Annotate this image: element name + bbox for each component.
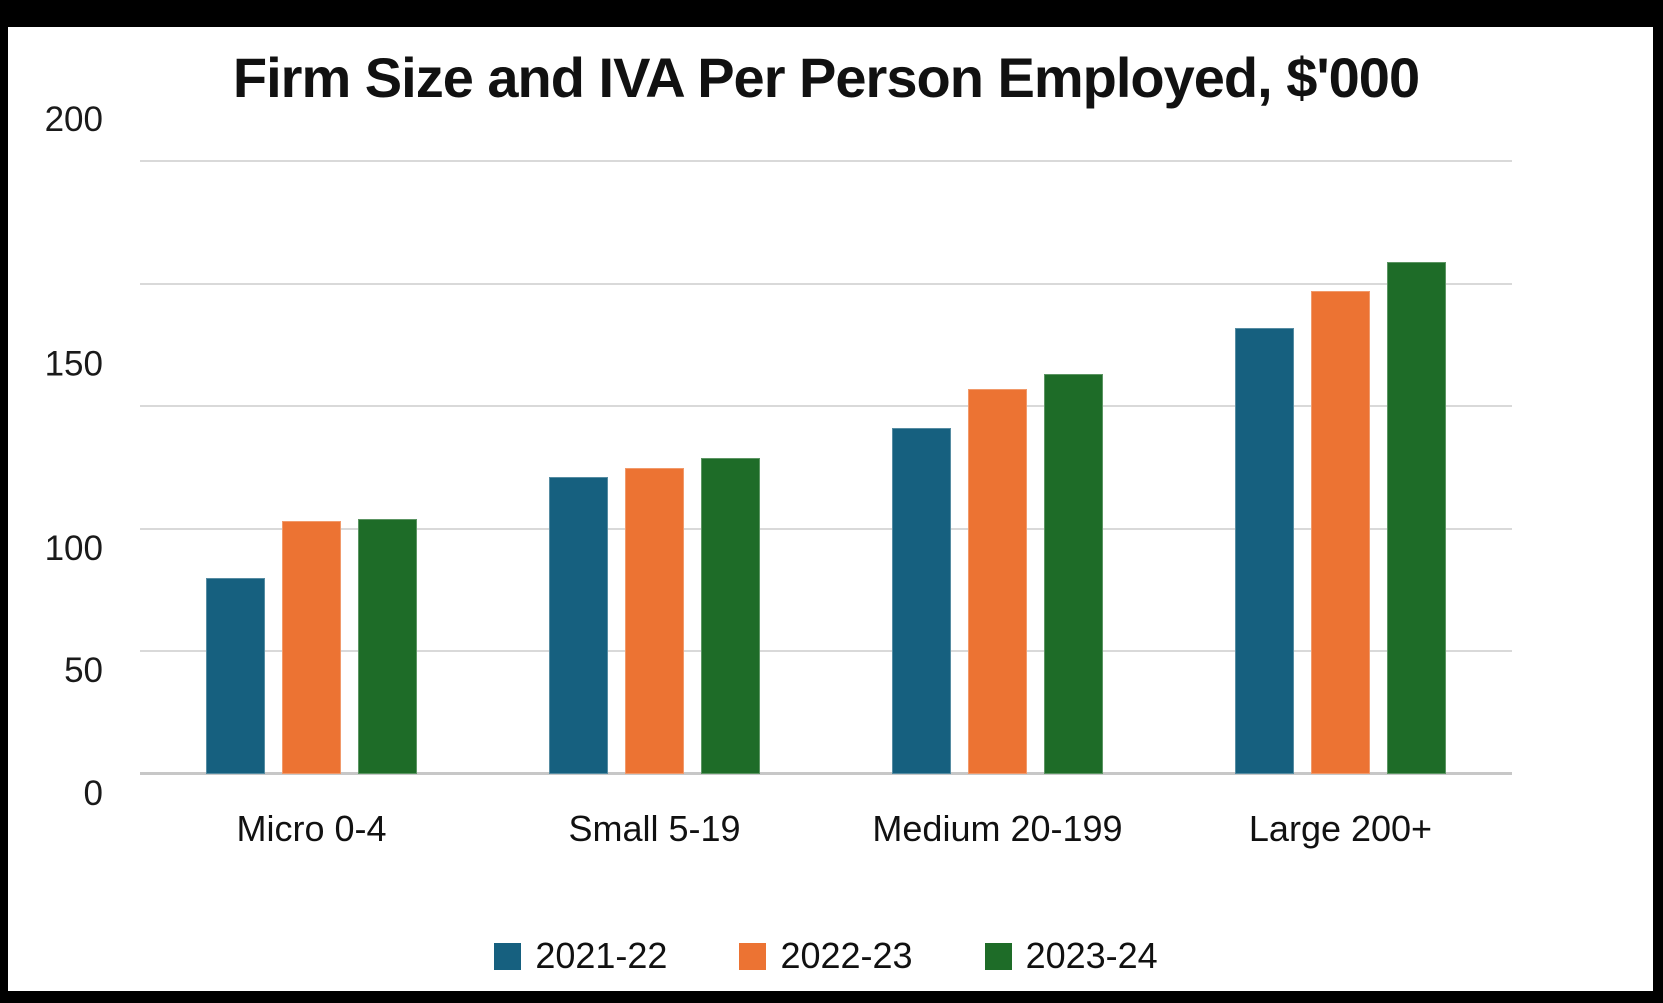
bar-2023-24-Large 200+ — [1387, 261, 1446, 774]
legend: 2021-22 2022-23 2023-24 — [140, 935, 1512, 977]
bar-2023-24-Small 5-19 — [701, 457, 760, 774]
bar-2021-22-Small 5-19 — [549, 477, 608, 774]
legend-swatch-2023-24 — [984, 942, 1012, 970]
chart-canvas: Firm Size and IVA Per Person Employed, $… — [8, 27, 1653, 991]
bar-2022-23-Large 200+ — [1311, 290, 1370, 774]
legend-item-2023-24: 2023-24 — [984, 935, 1158, 977]
gridline-50 — [140, 650, 1512, 653]
legend-label-2022-23: 2022-23 — [780, 935, 913, 976]
legend-swatch-2021-22 — [494, 942, 522, 970]
legend-item-2021-22: 2021-22 — [494, 935, 667, 977]
gridline-150 — [140, 405, 1512, 408]
bar-group-Large 200+ — [1169, 161, 1512, 774]
bar-2023-24-Medium 20-199 — [1044, 374, 1103, 774]
x-axis-label-Micro 0-4: Micro 0-4 — [236, 808, 387, 849]
bar-group-Small 5-19 — [483, 161, 826, 774]
y-tick-label-150: 150 — [44, 344, 103, 384]
bar-2022-23-Medium 20-199 — [968, 389, 1027, 774]
bar-2023-24-Micro 0-4 — [358, 519, 417, 774]
bar-2021-22-Micro 0-4 — [206, 577, 265, 774]
x-axis-baseline — [140, 772, 1512, 775]
legend-label-2021-22: 2021-22 — [535, 935, 668, 976]
y-tick-label-200: 200 — [44, 99, 103, 139]
legend-item-2022-23: 2022-23 — [739, 935, 913, 977]
gridline-100 — [140, 527, 1512, 530]
bar-group-Micro 0-4 — [140, 161, 483, 774]
x-axis-label-Small 5-19: Small 5-19 — [568, 808, 741, 849]
x-axis-label-Medium 20-199: Medium 20-199 — [872, 808, 1123, 849]
legend-swatch-2022-23 — [739, 942, 767, 970]
bar-2021-22-Large 200+ — [1235, 327, 1294, 774]
gridline-250 — [140, 160, 1512, 162]
gridline-200 — [140, 282, 1512, 285]
bar-2021-22-Medium 20-199 — [892, 428, 951, 774]
bar-group-Medium 20-199 — [826, 161, 1169, 774]
x-axis-label-Large 200+: Large 200+ — [1248, 808, 1433, 849]
bar-2022-23-Small 5-19 — [625, 467, 684, 774]
chart-title: Firm Size and IVA Per Person Employed, $… — [232, 46, 1420, 109]
bar-2022-23-Micro 0-4 — [282, 521, 341, 774]
y-tick-label-250: 250 — [8, 27, 103, 468]
legend-label-2023-24: 2023-24 — [1025, 935, 1158, 976]
